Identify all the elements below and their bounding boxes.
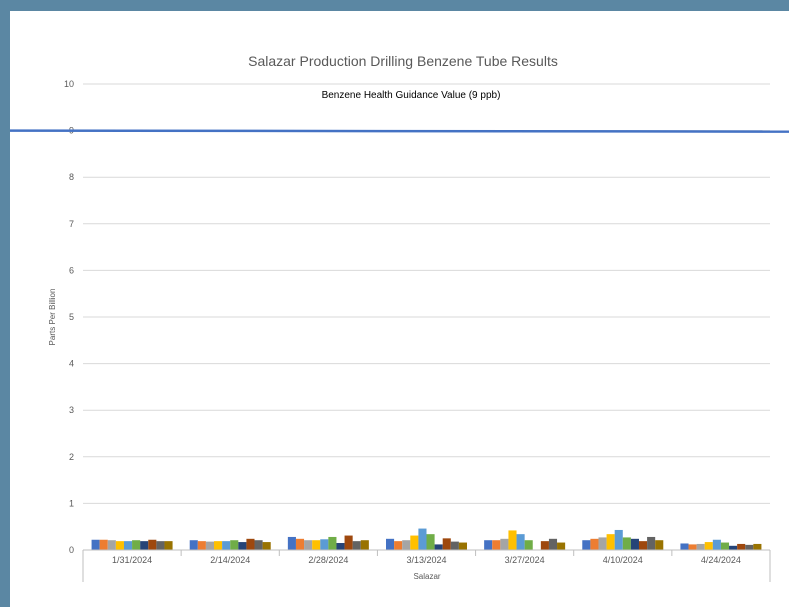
y-axis-ticks: 012345678910	[64, 79, 74, 555]
bar	[140, 541, 149, 550]
bar	[696, 543, 705, 550]
bar	[205, 541, 215, 550]
bar	[729, 545, 738, 550]
bar	[115, 541, 124, 550]
bar	[164, 541, 173, 550]
bar	[458, 542, 467, 550]
bar	[295, 538, 305, 550]
bar	[352, 541, 361, 550]
bar	[107, 540, 116, 550]
bar	[598, 537, 607, 550]
bar	[410, 535, 419, 550]
bar	[492, 540, 501, 550]
bar	[394, 541, 403, 550]
bar	[606, 534, 615, 550]
y-tick-label: 10	[64, 79, 74, 89]
bar	[484, 540, 493, 550]
y-tick-label: 2	[69, 452, 74, 462]
bar	[230, 540, 239, 550]
bar	[720, 542, 730, 550]
bar	[189, 540, 198, 550]
bar	[91, 539, 100, 550]
guidance-label: Benzene Health Guidance Value (9 ppb)	[322, 90, 501, 101]
bar	[254, 540, 263, 550]
bar	[148, 539, 157, 550]
bar	[745, 544, 754, 550]
bar	[386, 538, 395, 550]
bar	[328, 536, 337, 550]
bar	[238, 542, 247, 550]
chart-title: Salazar Production Drilling Benzene Tube…	[248, 53, 558, 69]
bar	[688, 544, 697, 550]
bar	[312, 540, 321, 550]
y-tick-label: 1	[69, 498, 74, 508]
bar	[426, 534, 435, 550]
bar	[320, 539, 329, 550]
y-tick-label: 0	[69, 545, 74, 555]
bar	[500, 538, 509, 550]
bar	[434, 544, 443, 550]
x-axis: 1/31/2024 2/14/2024 2/28/2024 3/13/2024 3/27…	[82, 549, 771, 582]
x-tick-label: 1/31/2024	[112, 555, 152, 565]
y-tick-label: 4	[69, 359, 74, 369]
y-axis-label: Parts Per Billion	[48, 289, 57, 346]
bar	[753, 543, 762, 550]
y-tick-label: 3	[69, 405, 74, 415]
bar	[262, 542, 271, 550]
chart-area: Salazar Production Drilling Benzene Tube…	[10, 11, 789, 607]
y-tick-label: 8	[69, 172, 74, 182]
bar	[524, 540, 533, 550]
bar	[737, 543, 746, 550]
x-tick-label: 2/14/2024	[210, 555, 250, 565]
bar	[680, 543, 689, 550]
y-tick-label: 7	[69, 219, 74, 229]
bar	[712, 539, 721, 550]
x-tick-label: 3/13/2024	[406, 555, 446, 565]
x-tick-label: 3/27/2024	[505, 555, 545, 565]
x-axis-label: Salazar	[413, 572, 440, 581]
x-tick-label: 4/10/2024	[603, 555, 643, 565]
bar	[304, 540, 313, 550]
bar	[704, 542, 713, 550]
bar	[287, 536, 296, 550]
bar	[557, 542, 566, 550]
bar	[336, 543, 345, 550]
bar	[582, 540, 591, 550]
y-tick-label: 6	[69, 265, 74, 275]
bar	[638, 541, 648, 550]
bar	[360, 540, 369, 550]
bar	[222, 541, 231, 550]
bar	[655, 540, 664, 550]
bar	[516, 534, 525, 550]
bar	[630, 538, 639, 550]
bar	[344, 535, 353, 550]
bar	[450, 541, 459, 550]
bar	[197, 541, 206, 550]
gridlines	[83, 83, 770, 504]
bar	[156, 541, 165, 550]
bar	[246, 538, 255, 550]
bar	[540, 541, 549, 550]
bar	[123, 541, 133, 550]
bar	[590, 538, 599, 550]
bar	[418, 528, 427, 550]
bar	[402, 540, 411, 550]
bar	[548, 538, 558, 550]
bar	[99, 539, 108, 550]
bar	[622, 537, 631, 550]
bar	[647, 536, 656, 550]
bar	[214, 541, 223, 550]
guidance-line	[10, 129, 789, 133]
benzene-chart: Salazar Production Drilling Benzene Tube…	[10, 53, 789, 582]
y-tick-label: 5	[69, 312, 74, 322]
bar	[132, 540, 141, 550]
bar	[614, 529, 623, 550]
x-tick-label: 4/24/2024	[701, 555, 741, 565]
x-tick-label: 2/28/2024	[308, 555, 348, 565]
bar	[508, 530, 517, 550]
bar	[442, 538, 451, 550]
bar-series	[91, 528, 762, 550]
